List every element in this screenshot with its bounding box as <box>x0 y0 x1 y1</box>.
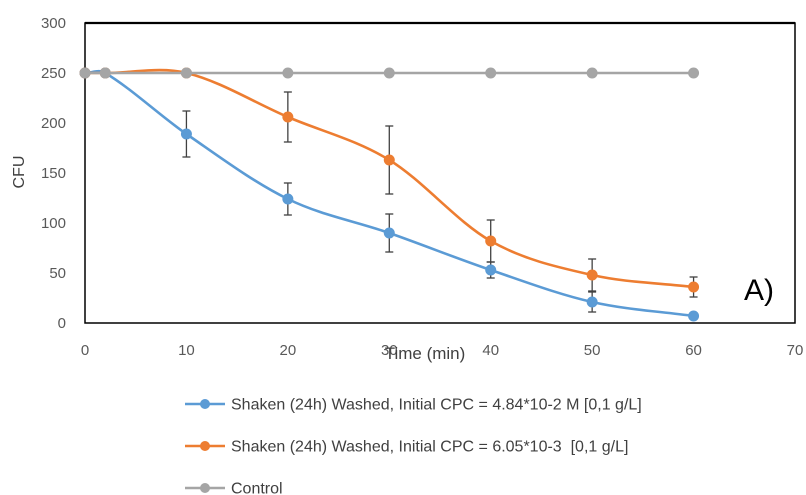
plot-area-frame <box>84 21 796 324</box>
x-tick-label: 30 <box>381 342 398 359</box>
y-tick-label: 250 <box>41 65 66 82</box>
series-2-line <box>83 68 695 289</box>
x-axis-title: Time (min) <box>385 344 466 363</box>
data-point <box>485 235 497 247</box>
data-point <box>586 269 598 281</box>
data-point <box>688 281 700 293</box>
legend-label: Control <box>231 481 283 495</box>
legend-item: Control <box>185 481 283 495</box>
legend-item: Shaken (24h) Washed, Initial CPC = 6.05*… <box>185 439 628 456</box>
data-point <box>383 227 395 239</box>
legend-label: Shaken (24h) Washed, Initial CPC = 4.84*… <box>231 397 642 414</box>
data-point <box>180 67 192 79</box>
panel-label: A) <box>744 274 774 307</box>
x-tick-label: 0 <box>81 342 89 359</box>
legend-label: Shaken (24h) Washed, Initial CPC = 6.05*… <box>231 439 628 456</box>
x-tick-label: 50 <box>584 342 601 359</box>
data-point <box>688 310 700 322</box>
data-point <box>180 128 192 140</box>
legend-marker <box>200 399 210 409</box>
y-tick-label: 200 <box>41 115 66 132</box>
data-point <box>485 264 497 276</box>
y-tick-label: 0 <box>58 315 66 332</box>
x-tick-label: 10 <box>178 342 195 359</box>
series-layer <box>79 67 700 322</box>
data-point <box>282 111 294 123</box>
x-tick-label: 70 <box>787 342 804 359</box>
legend: Shaken (24h) Washed, Initial CPC = 4.84*… <box>185 397 642 495</box>
data-point <box>688 67 700 79</box>
data-point <box>586 296 598 308</box>
y-tick-label: 50 <box>49 265 66 282</box>
data-point <box>79 67 91 79</box>
y-tick-label: 150 <box>41 165 66 182</box>
data-point <box>282 67 294 79</box>
y-tick-label: 100 <box>41 215 66 232</box>
data-point <box>383 154 395 166</box>
series-1-line <box>83 69 695 318</box>
x-axis-ticks: 0 10 20 30 40 50 60 70 <box>81 342 804 359</box>
data-point <box>485 67 497 79</box>
x-tick-label: 40 <box>482 342 499 359</box>
y-axis-title: CFU <box>11 156 28 189</box>
y-tick-label: 300 <box>41 15 66 32</box>
x-tick-label: 60 <box>685 342 702 359</box>
data-point <box>99 67 111 79</box>
legend-marker <box>200 483 210 493</box>
data-point <box>383 67 395 79</box>
data-point <box>282 193 294 205</box>
x-tick-label: 20 <box>280 342 297 359</box>
legend-marker <box>200 441 210 451</box>
legend-item: Shaken (24h) Washed, Initial CPC = 4.84*… <box>185 397 642 414</box>
series-3 <box>79 67 700 79</box>
data-point <box>586 67 598 79</box>
y-axis-ticks: 0 50 100 150 200 250 300 <box>41 15 66 332</box>
